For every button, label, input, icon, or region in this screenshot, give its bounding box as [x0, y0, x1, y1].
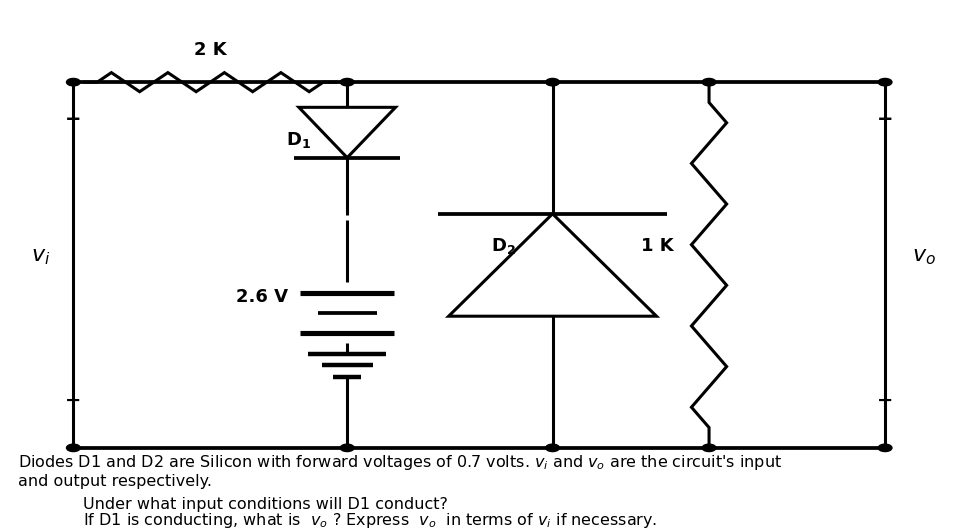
- Text: +: +: [876, 110, 892, 129]
- Text: $\mathbf{D_1}$: $\mathbf{D_1}$: [285, 130, 311, 151]
- Circle shape: [545, 444, 559, 452]
- Circle shape: [877, 78, 891, 86]
- Text: If D1 is conducting, what is  $v_o$ ? Express  $v_o$  in terms of $v_i$ if neces: If D1 is conducting, what is $v_o$ ? Exp…: [83, 511, 657, 530]
- Text: 1 K: 1 K: [640, 237, 673, 255]
- Circle shape: [66, 444, 80, 452]
- Text: Under what input conditions will D1 conduct?: Under what input conditions will D1 cond…: [83, 497, 447, 512]
- Text: −: −: [65, 391, 81, 410]
- Circle shape: [66, 78, 80, 86]
- Text: 2.6 V: 2.6 V: [235, 288, 288, 306]
- Text: +: +: [65, 110, 81, 129]
- Text: $v_i$: $v_i$: [31, 247, 51, 267]
- Text: 2 K: 2 K: [193, 41, 227, 59]
- Text: Diodes D1 and D2 are Silicon with forward voltages of 0.7 volts. $v_i$ and $v_o$: Diodes D1 and D2 are Silicon with forwar…: [18, 453, 781, 472]
- Text: $v_o$: $v_o$: [912, 247, 935, 267]
- Circle shape: [545, 78, 559, 86]
- Circle shape: [877, 444, 891, 452]
- Circle shape: [701, 444, 715, 452]
- Circle shape: [340, 78, 354, 86]
- Text: $\mathbf{D_2}$: $\mathbf{D_2}$: [490, 236, 516, 257]
- Text: −: −: [876, 391, 892, 410]
- Circle shape: [340, 444, 354, 452]
- Text: and output respectively.: and output respectively.: [18, 474, 211, 489]
- Circle shape: [701, 78, 715, 86]
